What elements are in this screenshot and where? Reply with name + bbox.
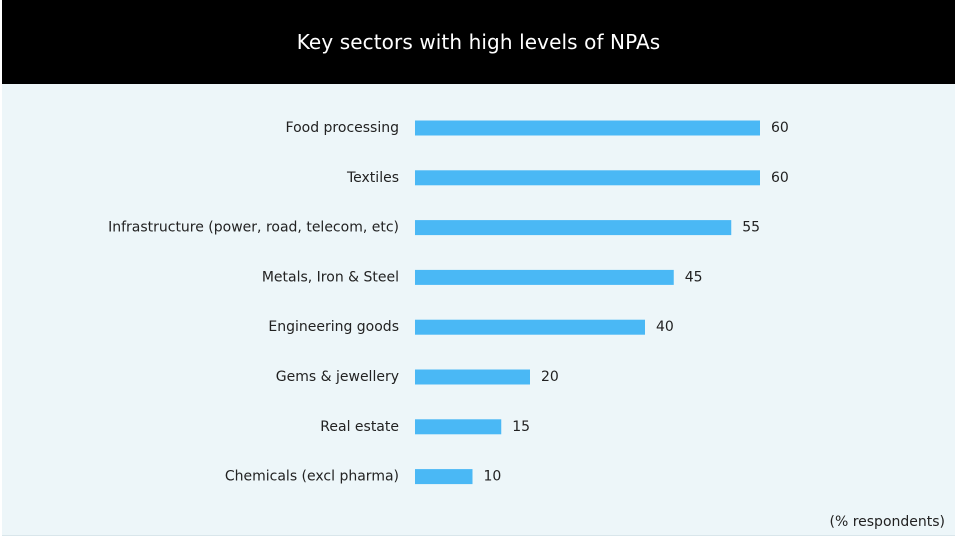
category-label-gems-jewellery: Gems & jewellery xyxy=(276,369,399,385)
category-label-infrastructure-power-road-telecom-etc: Infrastructure (power, road, telecom, et… xyxy=(108,220,399,236)
value-label-gems-jewellery: 20 xyxy=(541,369,559,385)
category-label-chemicals-excl-pharma: Chemicals (excl pharma) xyxy=(225,469,399,485)
category-label-metals-iron-steel: Metals, Iron & Steel xyxy=(262,269,399,285)
value-label-chemicals-excl-pharma: 10 xyxy=(484,469,502,485)
value-label-real-estate: 15 xyxy=(512,419,530,435)
bar-metals-iron-steel xyxy=(415,269,674,285)
unit-note: (% respondents) xyxy=(829,514,945,530)
chart-title: Key sectors with high levels of NPAs xyxy=(296,30,661,54)
title-bar: Key sectors with high levels of NPAs xyxy=(2,0,955,84)
value-label-textiles: 60 xyxy=(771,170,789,186)
value-label-food-processing: 60 xyxy=(771,120,789,136)
bar-infrastructure-power-road-telecom-etc xyxy=(415,220,732,236)
bar-chemicals-excl-pharma xyxy=(415,469,473,485)
plot-area xyxy=(2,84,955,536)
value-label-infrastructure-power-road-telecom-etc: 55 xyxy=(742,220,760,236)
bar-engineering-goods xyxy=(415,319,645,335)
value-label-engineering-goods: 40 xyxy=(656,319,674,335)
category-label-real-estate: Real estate xyxy=(320,419,399,435)
bar-textiles xyxy=(415,170,760,186)
category-label-engineering-goods: Engineering goods xyxy=(268,319,399,335)
category-label-textiles: Textiles xyxy=(346,170,399,186)
category-label-food-processing: Food processing xyxy=(286,120,399,136)
bar-food-processing xyxy=(415,120,760,136)
value-label-metals-iron-steel: 45 xyxy=(685,269,703,285)
bar-real-estate xyxy=(415,419,502,435)
bar-gems-jewellery xyxy=(415,369,530,385)
